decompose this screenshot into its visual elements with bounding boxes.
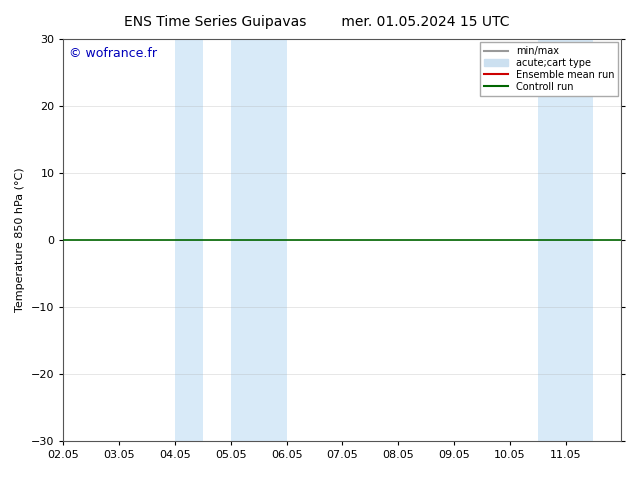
Text: ENS Time Series Guipavas        mer. 01.05.2024 15 UTC: ENS Time Series Guipavas mer. 01.05.2024… [124, 15, 510, 29]
Y-axis label: Temperature 850 hPa (°C): Temperature 850 hPa (°C) [15, 168, 25, 313]
Bar [538, 39, 566, 441]
Bar [231, 39, 287, 441]
Legend: min/max, acute;cart type, Ensemble mean run, Controll run: min/max, acute;cart type, Ensemble mean … [480, 42, 618, 96]
Text: © wofrance.fr: © wofrance.fr [69, 47, 157, 60]
Bar [175, 39, 203, 441]
Bar [566, 39, 593, 441]
